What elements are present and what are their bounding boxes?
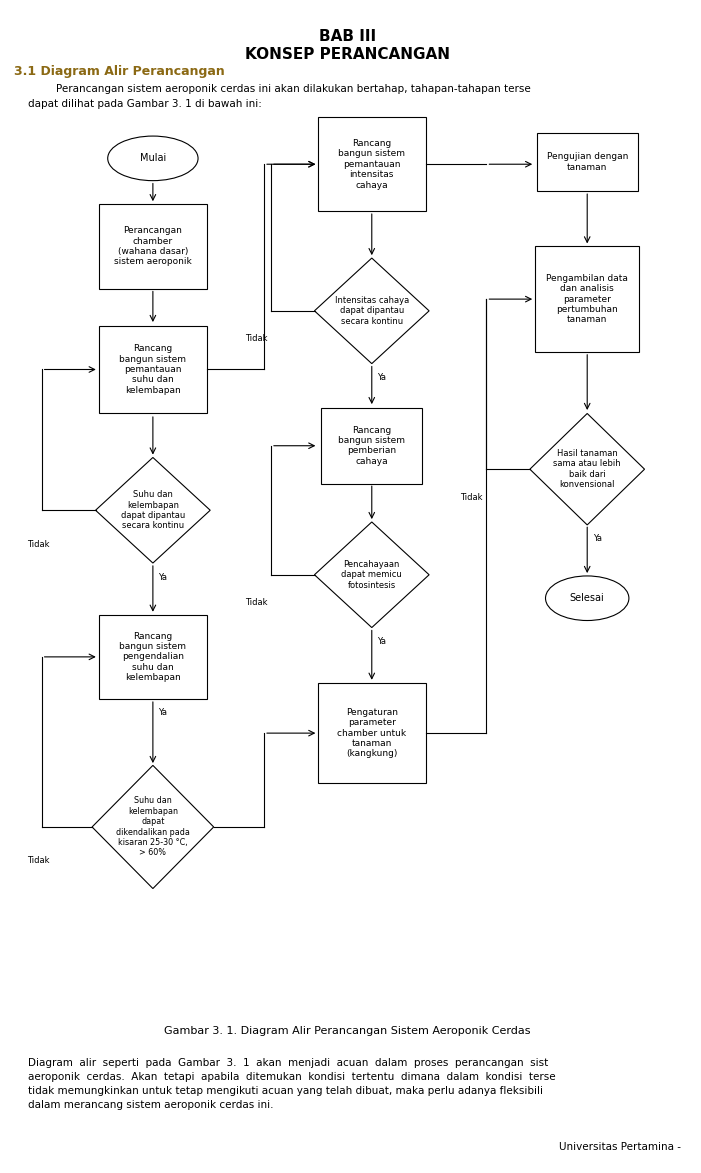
Text: Rancang
bangun sistem
pemantauan
intensitas
cahaya: Rancang bangun sistem pemantauan intensi…	[339, 138, 405, 190]
Text: Pencahayaan
dapat memicu
fotosintesis: Pencahayaan dapat memicu fotosintesis	[341, 560, 402, 590]
Text: Mulai: Mulai	[139, 154, 166, 163]
Text: Ya: Ya	[593, 534, 601, 543]
FancyBboxPatch shape	[537, 133, 638, 191]
Text: Suhu dan
kelembapan
dapat
dikendalikan pada
kisaran 25-30 °C,
> 60%: Suhu dan kelembapan dapat dikendalikan p…	[116, 796, 190, 857]
FancyBboxPatch shape	[99, 325, 207, 413]
Text: KONSEP PERANCANGAN: KONSEP PERANCANGAN	[245, 47, 450, 62]
Text: dapat dilihat pada Gambar 3. 1 di bawah ini:: dapat dilihat pada Gambar 3. 1 di bawah …	[28, 99, 261, 109]
FancyBboxPatch shape	[99, 615, 207, 699]
Text: Suhu dan
kelembapan
dapat dipantau
secara kontinu: Suhu dan kelembapan dapat dipantau secar…	[121, 490, 185, 530]
FancyBboxPatch shape	[321, 407, 422, 483]
Text: Universitas Pertamina -: Universitas Pertamina -	[559, 1141, 681, 1152]
Text: Intensitas cahaya
dapat dipantau
secara kontinu: Intensitas cahaya dapat dipantau secara …	[334, 296, 409, 326]
Ellipse shape	[108, 136, 198, 181]
Polygon shape	[530, 414, 644, 526]
Text: Selesai: Selesai	[570, 594, 604, 603]
Text: tidak memungkinkan untuk tetap mengikuti acuan yang telah dibuat, maka perlu ada: tidak memungkinkan untuk tetap mengikuti…	[28, 1086, 543, 1097]
Text: Tidak: Tidak	[461, 493, 483, 502]
Text: Rancang
bangun sistem
pemberian
cahaya: Rancang bangun sistem pemberian cahaya	[339, 426, 405, 466]
Text: Ya: Ya	[158, 572, 168, 582]
Polygon shape	[315, 522, 429, 628]
Text: Rancang
bangun sistem
pemantauan
suhu dan
kelembapan: Rancang bangun sistem pemantauan suhu da…	[119, 344, 186, 395]
Text: Ya: Ya	[377, 637, 386, 646]
Text: Perancangan
chamber
(wahana dasar)
sistem aeroponik: Perancangan chamber (wahana dasar) siste…	[114, 226, 192, 266]
Text: Tidak: Tidak	[27, 856, 50, 866]
FancyBboxPatch shape	[318, 683, 426, 784]
Text: 3.1 Diagram Alir Perancangan: 3.1 Diagram Alir Perancangan	[14, 65, 224, 77]
FancyBboxPatch shape	[318, 117, 426, 211]
Text: Gambar 3. 1. Diagram Alir Perancangan Sistem Aeroponik Cerdas: Gambar 3. 1. Diagram Alir Perancangan Si…	[164, 1026, 531, 1037]
Text: Ya: Ya	[158, 707, 168, 717]
Text: Hasil tanaman
sama atau lebih
baik dari
konvensional: Hasil tanaman sama atau lebih baik dari …	[553, 449, 621, 489]
Text: dalam merancang sistem aeroponik cerdas ini.: dalam merancang sistem aeroponik cerdas …	[28, 1100, 273, 1111]
Text: Pengujian dengan
tanaman: Pengujian dengan tanaman	[547, 152, 628, 171]
Text: aeroponik  cerdas.  Akan  tetapi  apabila  ditemukan  kondisi  tertentu  dimana : aeroponik cerdas. Akan tetapi apabila di…	[28, 1072, 555, 1083]
Polygon shape	[92, 766, 214, 889]
Text: Tidak: Tidak	[27, 540, 50, 549]
Text: Tidak: Tidak	[245, 334, 268, 344]
Polygon shape	[315, 258, 429, 364]
Text: Perancangan sistem aeroponik cerdas ini akan dilakukan bertahap, tahapan-tahapan: Perancangan sistem aeroponik cerdas ini …	[55, 84, 531, 95]
Ellipse shape	[545, 576, 629, 621]
Polygon shape	[95, 457, 210, 563]
FancyBboxPatch shape	[99, 204, 207, 289]
Text: Rancang
bangun sistem
pengendalian
suhu dan
kelembapan: Rancang bangun sistem pengendalian suhu …	[119, 631, 186, 683]
Text: Pengaturan
parameter
chamber untuk
tanaman
(kangkung): Pengaturan parameter chamber untuk tanam…	[337, 707, 407, 759]
FancyBboxPatch shape	[535, 246, 639, 352]
Text: Diagram  alir  seperti  pada  Gambar  3.  1  akan  menjadi  acuan  dalam  proses: Diagram alir seperti pada Gambar 3. 1 ak…	[28, 1058, 548, 1069]
Text: Tidak: Tidak	[245, 598, 268, 608]
Text: BAB III: BAB III	[319, 29, 376, 45]
Text: Ya: Ya	[377, 373, 386, 382]
Text: Pengambilan data
dan analisis
parameter
pertumbuhan
tanaman: Pengambilan data dan analisis parameter …	[546, 273, 628, 325]
